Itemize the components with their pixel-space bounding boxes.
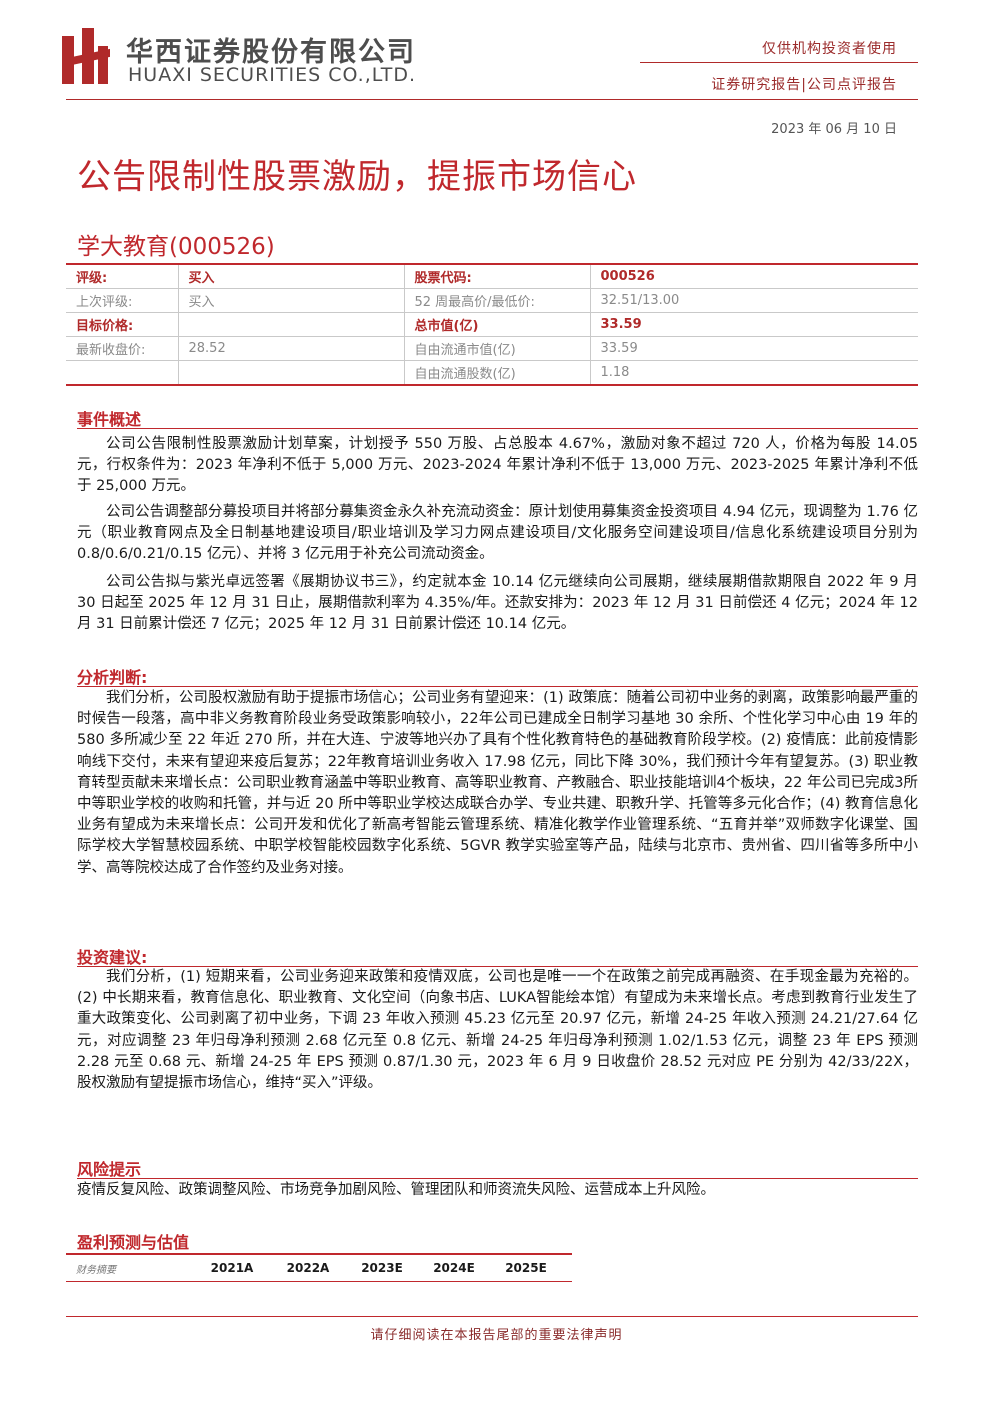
info-row: 最新收盘价: 28.52 自由流通市值(亿) 33.59 (66, 336, 918, 361)
advice-heading: 投资建议: (77, 948, 148, 967)
advice-paragraph: 我们分析，(1) 短期来看，公司业务迎来政策和疫情双底，公司也是唯一一个在政策之… (77, 969, 918, 1092)
forecast-year-2024: 2024E (433, 1261, 475, 1275)
info-value: 33.59 (589, 336, 918, 361)
forecast-top-line (66, 1253, 572, 1255)
info-label: 评级: (66, 264, 178, 289)
event-heading: 事件概述 (77, 410, 142, 429)
forecast-year-2022: 2022A (286, 1261, 330, 1275)
header-bottom-line (66, 99, 918, 100)
info-value: 28.52 (177, 336, 404, 361)
info-label: 最新收盘价: (66, 336, 178, 361)
info-value (177, 312, 404, 337)
info-label: 目标价格: (66, 312, 178, 337)
info-value: 买入 (177, 288, 404, 313)
risk-paragraph: 疫情反复风险、政策调整风险、市场竞争加剧风险、管理团队和师资流失风险、运营成本上… (77, 1182, 715, 1198)
info-value: 买入 (177, 264, 404, 289)
analysis-paragraph: 我们分析，公司股权激励有助于提振市场信心；公司业务有望迎来：(1) 政策底：随着… (77, 690, 918, 876)
info-label: 自由流通市值(亿) (403, 336, 590, 361)
advice-divider (77, 966, 918, 967)
stock-info-table: 评级: 买入 股票代码: 000526 上次评级: 买入 52 周最高价/最低价: 32.51… (66, 263, 918, 386)
report-type: 证券研究报告|公司点评报告 (711, 77, 897, 93)
footer-divider (66, 1316, 918, 1317)
info-row: 评级: 买入 股票代码: 000526 (66, 264, 918, 289)
event-paragraph-3: 公司公告拟与紫光卓远签署《展期协议书三》，约定就本金 10.14 亿元继续向公司… (77, 574, 918, 633)
risk-heading: 风险提示 (77, 1160, 142, 1179)
info-label: 股票代码: (403, 264, 590, 289)
company-name-cn: 华西证券股份有限公司 (126, 37, 416, 68)
risk-divider (77, 1178, 918, 1179)
info-value: 000526 (589, 264, 918, 289)
forecast-heading: 盈利预测与估值 (77, 1233, 190, 1252)
info-value: 1.18 (589, 360, 918, 386)
info-label: 总市值(亿) (403, 312, 590, 337)
legal-footer: 请仔细阅读在本报告尾部的重要法律声明 (370, 1328, 623, 1343)
info-row: 上次评级: 买入 52 周最高价/最低价: 32.51/13.00 (66, 288, 918, 313)
info-label: 自由流通股数(亿) (403, 360, 590, 386)
info-row: 目标价格: 总市值(亿) 33.59 (66, 312, 918, 337)
event-divider (77, 428, 918, 429)
report-date: 2023 年 06 月 10 日 (771, 122, 897, 137)
forecast-year-2025: 2025E (505, 1261, 547, 1275)
header-divider (640, 62, 918, 63)
stock-name: 学大教育(000526) (77, 234, 275, 260)
audience-note: 仅供机构投资者使用 (762, 41, 897, 57)
event-paragraph-1: 公司公告限制性股票激励计划草案，计划授予 550 万股、占总股本 4.67%，激… (77, 436, 918, 495)
info-label: 52 周最高价/最低价: (403, 288, 590, 313)
info-value: 32.51/13.00 (589, 288, 918, 313)
analysis-heading: 分析判断: (77, 668, 148, 687)
forecast-year-2023: 2023E (361, 1261, 403, 1275)
info-label: 上次评级: (66, 288, 178, 313)
info-value (177, 360, 404, 386)
forecast-row-label: 财务摘要 (76, 1265, 116, 1276)
forecast-year-2021: 2021A (210, 1261, 254, 1275)
forecast-header-row: 财务摘要 2021A 2022A 2023E 2024E 2025E (66, 1257, 572, 1282)
info-value: 33.59 (589, 312, 918, 337)
company-name-en: HUAXI SECURITIES CO.,LTD. (128, 64, 416, 86)
analysis-divider (77, 686, 918, 687)
info-label (66, 360, 178, 386)
event-paragraph-2: 公司公告调整部分募投项目并将部分募集资金永久补充流动资金：原计划使用募集资金投资… (77, 504, 918, 563)
huaxi-logo-icon (62, 28, 110, 84)
info-row: 自由流通股数(亿) 1.18 (66, 360, 918, 386)
report-title: 公告限制性股票激励，提振市场信心 (77, 157, 637, 197)
